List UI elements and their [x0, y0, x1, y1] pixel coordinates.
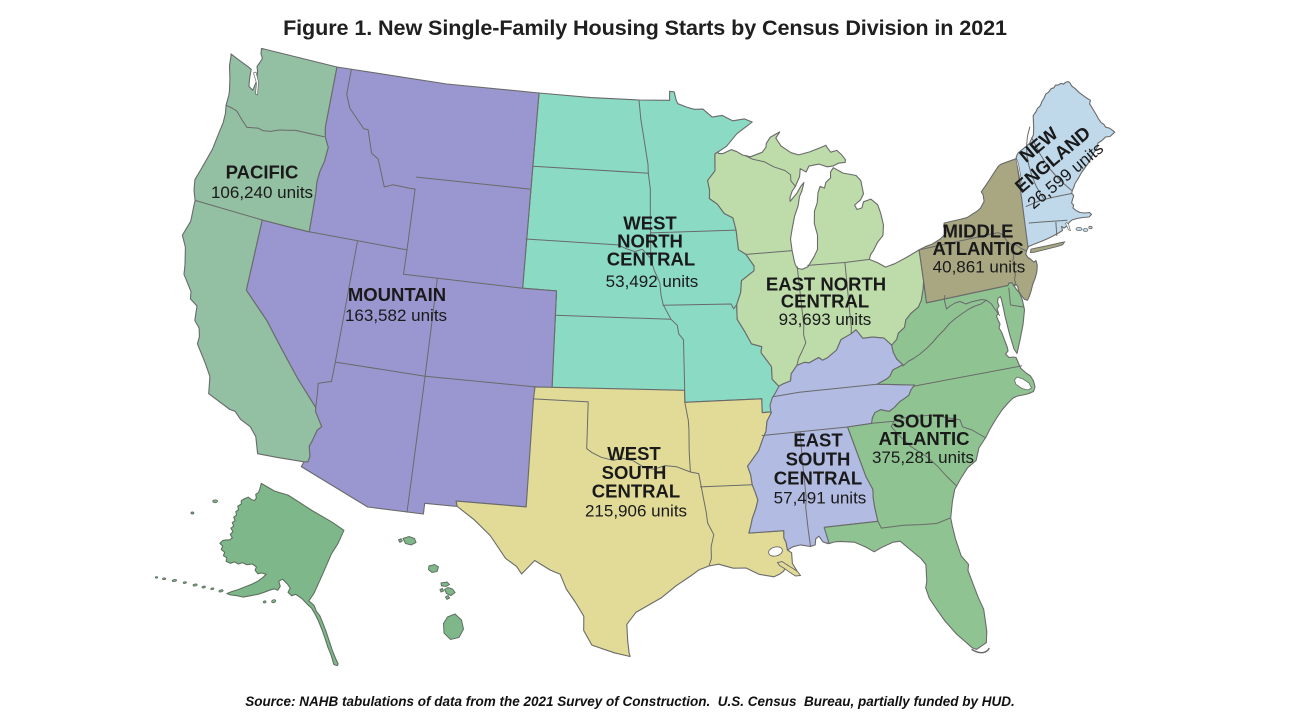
svg-text:163,582 units: 163,582 units [345, 306, 447, 325]
svg-text:MOUNTAIN: MOUNTAIN [348, 284, 446, 305]
svg-text:106,240 units: 106,240 units [211, 183, 313, 202]
svg-text:WEST: WEST [607, 443, 661, 464]
svg-text:EAST NORTH: EAST NORTH [766, 274, 886, 295]
svg-text:53,492 units: 53,492 units [606, 272, 699, 291]
svg-text:CENTRAL: CENTRAL [607, 249, 695, 270]
svg-text:SOUTH: SOUTH [893, 411, 958, 432]
svg-text:375,281 units: 375,281 units [872, 448, 974, 467]
svg-text:WEST: WEST [623, 213, 677, 234]
svg-text:40,861 units: 40,861 units [933, 258, 1026, 277]
svg-text:CENTRAL: CENTRAL [781, 291, 869, 312]
svg-text:SOUTH: SOUTH [602, 462, 667, 483]
svg-text:EAST: EAST [793, 430, 843, 451]
svg-text:ATLANTIC: ATLANTIC [932, 238, 1023, 259]
svg-text:PACIFIC: PACIFIC [226, 162, 299, 183]
svg-text:57,491 units: 57,491 units [774, 489, 867, 508]
svg-text:CENTRAL: CENTRAL [774, 468, 862, 489]
svg-text:NORTH: NORTH [617, 231, 683, 252]
svg-text:MIDDLE: MIDDLE [943, 221, 1014, 242]
svg-text:215,906 units: 215,906 units [585, 502, 687, 521]
svg-text:SOUTH: SOUTH [786, 449, 851, 470]
svg-text:CENTRAL: CENTRAL [592, 481, 680, 502]
svg-text:93,693 units: 93,693 units [779, 310, 872, 329]
svg-text:ATLANTIC: ATLANTIC [878, 428, 969, 449]
